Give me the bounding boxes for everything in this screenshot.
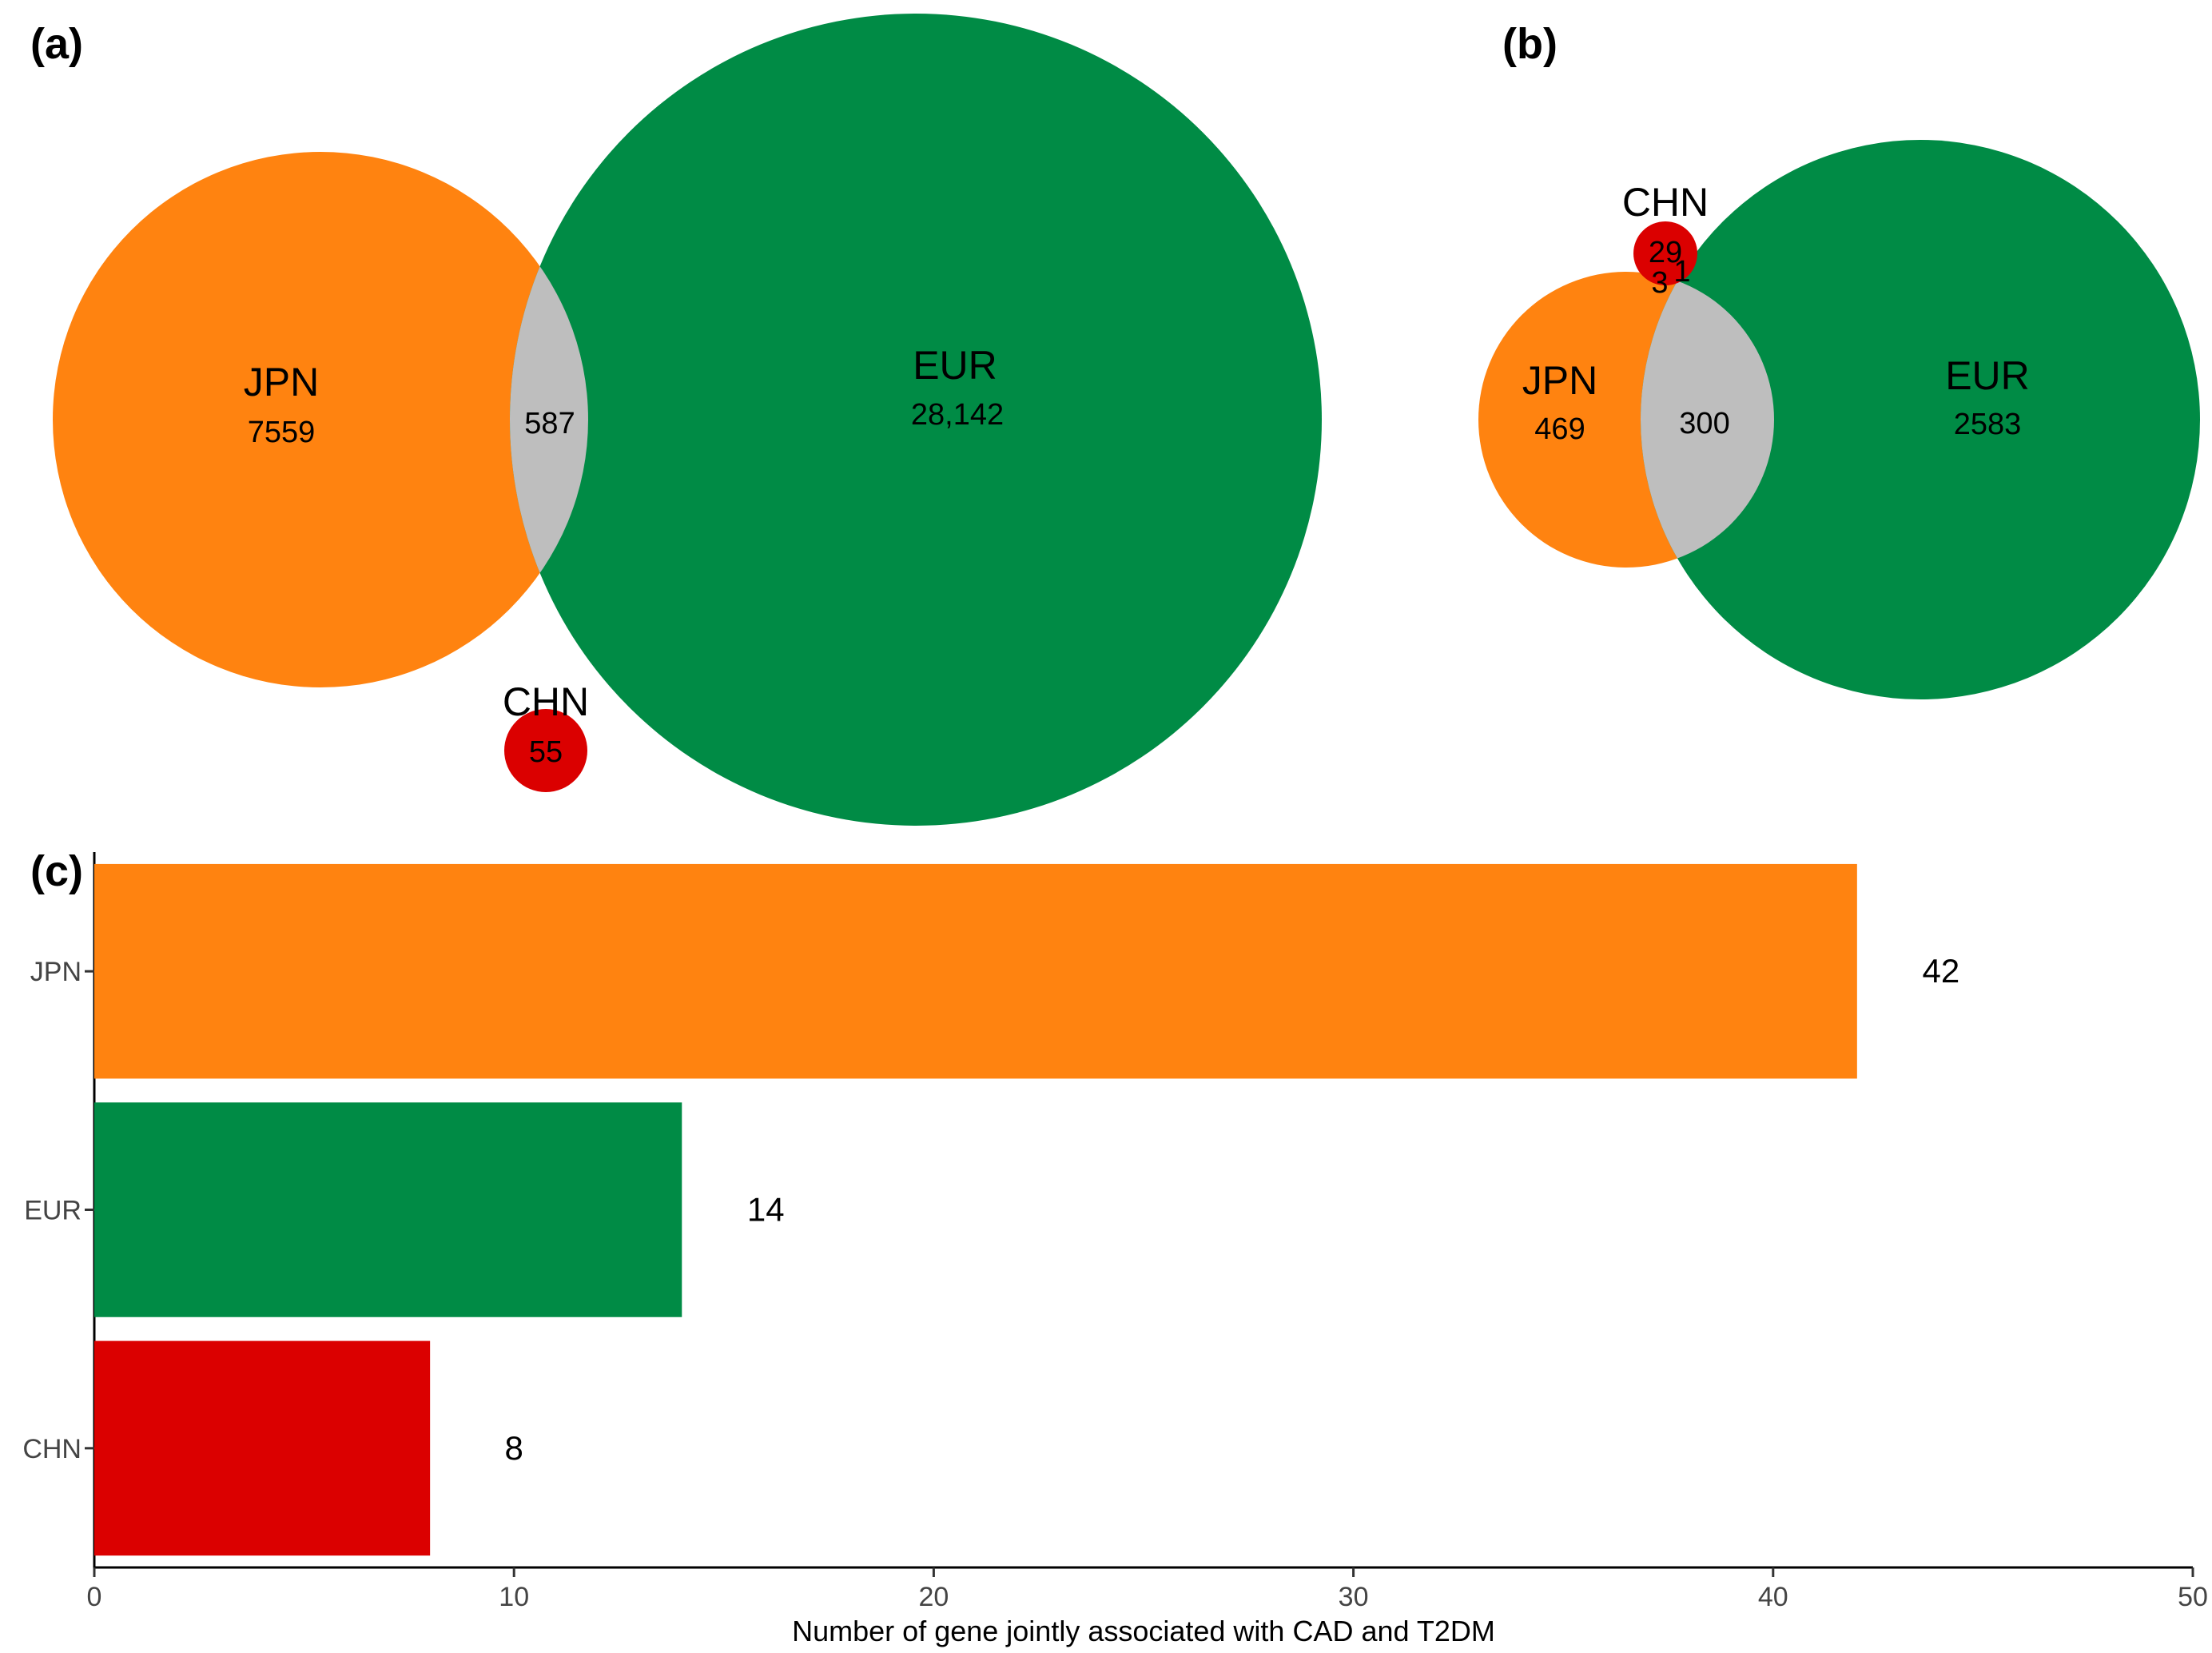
venn-a-eur-circle [510, 14, 1322, 826]
venn-b-chn-circle [1633, 221, 1697, 285]
venn-a-jpn-count: 7559 [248, 416, 316, 449]
panel-label-b: (b) [1502, 20, 1558, 68]
venn-b-chn-count: 29 [1649, 236, 1682, 269]
venn-b-jpn-count: 469 [1534, 412, 1585, 446]
bar-value-label-chn: 8 [504, 1429, 523, 1467]
venn-b: (b) JPN 469 EUR 2583 300 CHN 29 3 1 [1478, 20, 2200, 699]
x-tick-label-30: 30 [1339, 1582, 1369, 1612]
venn-a-chn-circle [504, 709, 587, 792]
bar-jpn [94, 863, 1857, 1079]
y-tick-label-jpn: JPN [30, 957, 82, 987]
x-tick-label-40: 40 [1758, 1582, 1788, 1612]
panel-label-c: (c) [30, 847, 83, 895]
bar-chart: (c) Number of gene jointly associated wi… [22, 847, 2208, 1647]
x-axis-title: Number of gene jointly associated with C… [792, 1615, 1495, 1647]
venn-b-eur-name: EUR [1945, 353, 2030, 398]
venn-a-overlap-count: 587 [524, 407, 575, 440]
panel-label-a: (a) [30, 20, 83, 68]
venn-a-eur-count: 28,142 [911, 398, 1004, 432]
x-tick-label-20: 20 [918, 1582, 949, 1612]
y-tick-label-eur: EUR [24, 1196, 82, 1226]
venn-a-chn-name: CHN [503, 679, 589, 724]
x-tick-label-50: 50 [2178, 1582, 2208, 1612]
x-tick-label-10: 10 [499, 1582, 529, 1612]
venn-a-jpn-circle [53, 152, 588, 687]
bar-eur [94, 1102, 682, 1317]
venn-a-chn-count: 55 [529, 735, 563, 769]
venn-b-overlap-chn-jpn-count: 3 [1651, 266, 1668, 300]
venn-b-eur-circle [1641, 140, 2200, 699]
venn-a: (a) JPN 7559 EUR 28,142 587 CHN 55 [30, 14, 1322, 826]
bar-value-label-jpn: 42 [1922, 952, 1959, 990]
venn-b-jpn-name: JPN [1522, 358, 1597, 403]
bar-value-label-eur: 14 [747, 1191, 785, 1229]
y-tick-label-chn: CHN [22, 1434, 82, 1464]
venn-b-overlap-jpn-eur-count: 300 [1679, 407, 1729, 440]
venn-b-chn-name: CHN [1622, 180, 1709, 225]
bar-chn [94, 1340, 431, 1556]
venn-a-eur-name: EUR [913, 343, 997, 388]
venn-b-eur-count: 2583 [1954, 408, 2022, 441]
venn-a-jpn-name: JPN [244, 360, 319, 404]
venn-b-overlap-chn-eur-count: 1 [1673, 255, 1690, 289]
x-tick-label-0: 0 [87, 1582, 102, 1612]
